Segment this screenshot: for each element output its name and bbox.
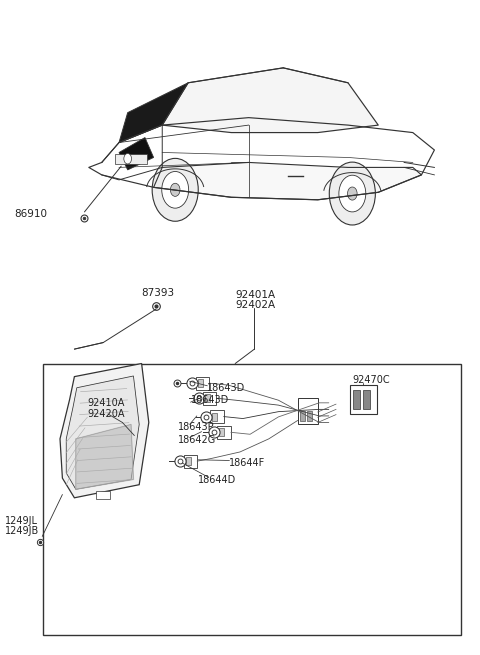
Text: 92470C: 92470C [353, 375, 390, 385]
Bar [219, 428, 224, 436]
Bar [43, 364, 461, 635]
Text: 18644D: 18644D [198, 475, 236, 485]
Text: 87393: 87393 [142, 288, 175, 298]
Text: 18642G: 18642G [178, 435, 216, 445]
Text: 92410A: 92410A [87, 398, 125, 409]
Bar [196, 377, 209, 390]
Text: 18643P: 18643P [178, 422, 214, 432]
Bar [353, 390, 360, 409]
Bar [217, 426, 231, 439]
Bar [186, 457, 191, 465]
Circle shape [329, 162, 375, 225]
Text: 86910: 86910 [14, 209, 48, 219]
Text: 92420A: 92420A [87, 409, 125, 419]
Polygon shape [162, 68, 378, 132]
Bar [350, 385, 377, 414]
Bar [298, 398, 318, 424]
Bar [363, 390, 370, 409]
Polygon shape [60, 364, 149, 498]
Text: 18644F: 18644F [229, 458, 266, 468]
Polygon shape [119, 138, 154, 170]
Polygon shape [76, 424, 133, 489]
Circle shape [124, 153, 132, 164]
Bar [203, 392, 216, 405]
Bar [205, 394, 210, 402]
Bar [212, 413, 217, 421]
Bar [198, 379, 203, 387]
Circle shape [348, 187, 357, 200]
Bar [300, 411, 305, 421]
Text: 92402A: 92402A [235, 300, 276, 310]
Text: 18643D: 18643D [207, 383, 246, 394]
Circle shape [339, 176, 366, 212]
Text: 1249JL: 1249JL [5, 515, 38, 526]
Bar [184, 455, 197, 468]
Bar [307, 411, 312, 421]
Text: 18643D: 18643D [191, 395, 229, 405]
Polygon shape [66, 376, 139, 489]
Circle shape [162, 172, 189, 208]
Bar [96, 491, 110, 499]
Polygon shape [154, 162, 421, 200]
Polygon shape [119, 83, 188, 143]
Text: 92401A: 92401A [235, 290, 276, 301]
Circle shape [170, 183, 180, 196]
Text: 1249JB: 1249JB [5, 526, 39, 536]
Bar [115, 154, 147, 164]
Bar [210, 410, 224, 423]
Circle shape [152, 159, 198, 221]
